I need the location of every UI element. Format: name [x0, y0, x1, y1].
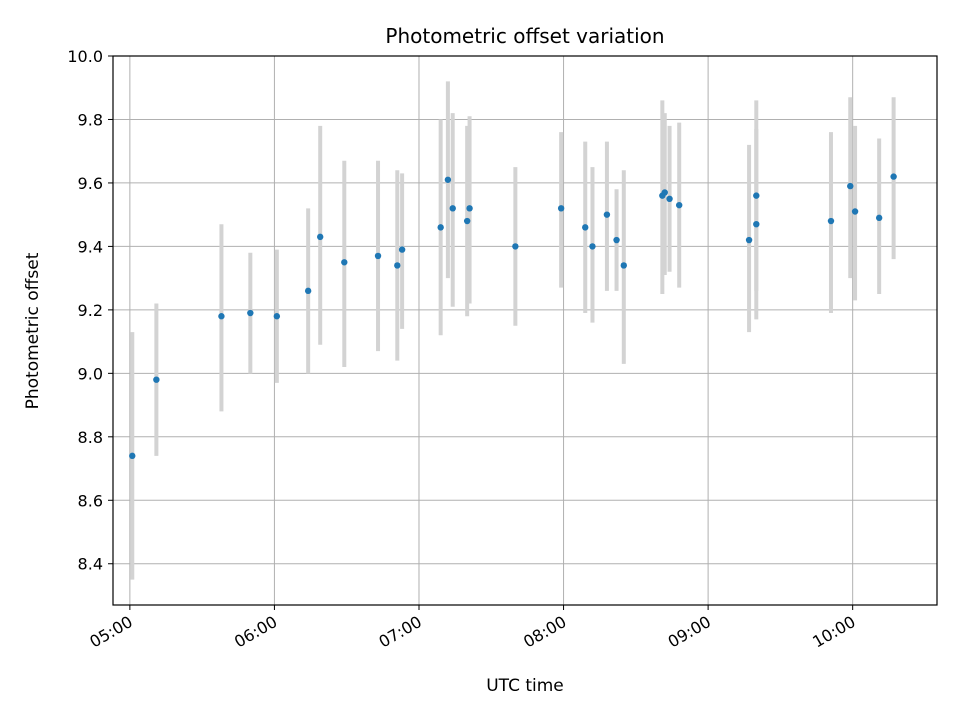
data-point	[317, 233, 324, 241]
data-point	[374, 252, 382, 260]
data-point	[620, 262, 627, 269]
data-point	[582, 224, 589, 231]
y-tick-label: 9.6	[78, 174, 103, 193]
y-tick-label: 8.6	[78, 491, 103, 510]
data-point	[153, 376, 160, 383]
data-point	[745, 236, 753, 244]
data-point	[304, 287, 312, 295]
data-point	[851, 208, 859, 215]
data-point	[437, 224, 444, 231]
data-point	[875, 214, 883, 222]
data-point	[398, 246, 406, 253]
y-tick-label: 8.4	[78, 555, 103, 574]
chart-title: Photometric offset variation	[385, 24, 664, 48]
y-axis-ticks: 8.4 8.6 8.8 9.0 9.2 9.4 9.6 9.8 10.0	[67, 47, 113, 574]
data-point	[675, 201, 683, 209]
data-point	[466, 205, 473, 212]
data-point	[129, 452, 136, 460]
data-point	[247, 309, 254, 317]
data-point	[753, 192, 760, 199]
data-point	[512, 243, 519, 250]
plot-frame	[112, 55, 938, 606]
y-tick-label: 9.0	[78, 364, 103, 383]
x-axis-label: UTC time	[486, 676, 564, 696]
data-point	[394, 262, 401, 269]
data-point	[603, 211, 611, 218]
data-point	[827, 217, 835, 225]
data-points	[129, 173, 897, 460]
grid-lines	[113, 55, 937, 605]
data-point	[666, 195, 673, 203]
y-axis-label: Photometric offset	[23, 252, 43, 409]
data-point	[753, 220, 760, 228]
data-point	[661, 189, 668, 196]
y-tick-label: 10.0	[67, 47, 103, 66]
data-point	[444, 176, 452, 183]
data-point	[463, 217, 471, 225]
data-point	[589, 243, 596, 250]
data-point	[613, 236, 620, 244]
data-point	[341, 259, 348, 266]
y-tick-label: 9.2	[78, 301, 103, 320]
data-point	[449, 205, 456, 212]
data-point	[847, 182, 854, 190]
data-point	[273, 313, 281, 320]
y-tick-label: 8.8	[78, 428, 103, 447]
y-tick-label: 9.8	[78, 110, 103, 129]
data-point	[218, 313, 225, 320]
data-point	[890, 173, 897, 180]
y-tick-label: 9.4	[78, 237, 103, 256]
data-point	[557, 205, 565, 212]
